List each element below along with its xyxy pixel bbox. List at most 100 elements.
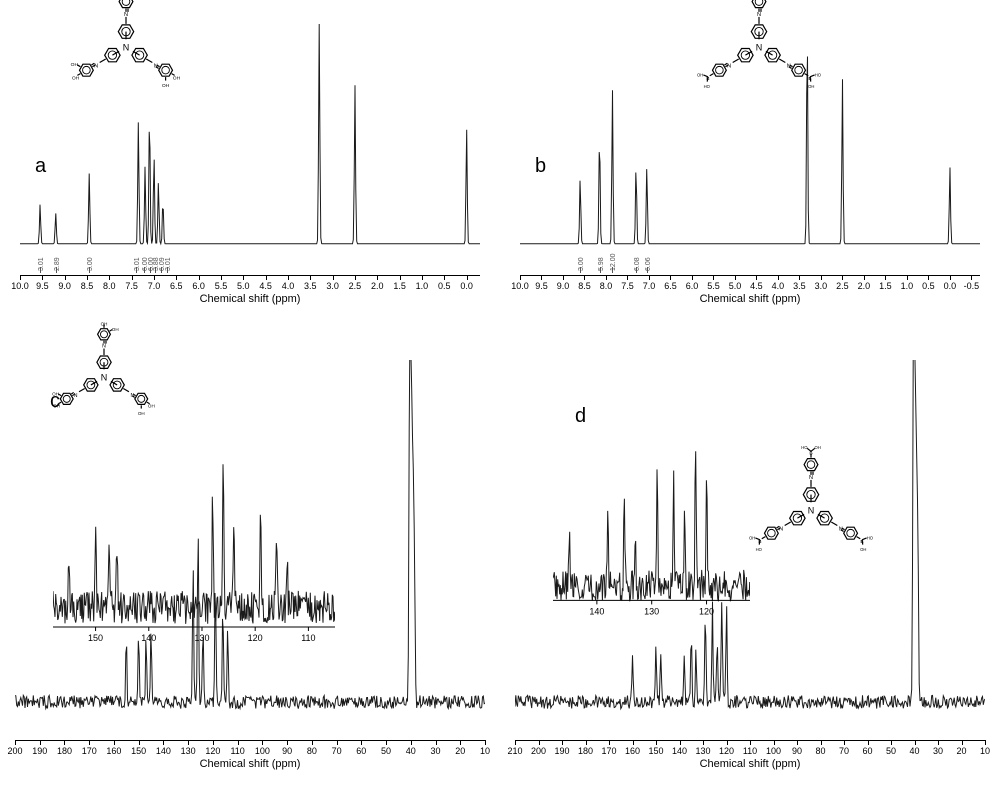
x-tick <box>114 740 115 745</box>
x-tick <box>238 740 239 745</box>
inset-plot: 150140130120110 <box>53 436 335 645</box>
x-tick-label: 8.0 <box>594 281 618 291</box>
x-tick-label: 0.0 <box>455 281 479 291</box>
x-tick-label: 1.0 <box>895 281 919 291</box>
x-tick <box>65 275 66 280</box>
x-tick-label: 0.0 <box>938 281 962 291</box>
svg-text:120: 120 <box>247 633 262 643</box>
x-tick <box>656 740 657 745</box>
x-tick <box>243 275 244 280</box>
x-tick <box>361 740 362 745</box>
x-axis-line <box>20 275 480 276</box>
x-tick-label: 100 <box>250 746 274 756</box>
x-tick <box>891 740 892 745</box>
x-axis-title: Chemical shift (ppm) <box>170 293 330 305</box>
integration-tick <box>600 267 601 273</box>
x-tick <box>15 740 16 745</box>
svg-text:140: 140 <box>589 606 604 616</box>
x-tick-label: 210 <box>503 746 527 756</box>
x-tick-label: 2.5 <box>830 281 854 291</box>
x-tick <box>89 740 90 745</box>
svg-text:OH: OH <box>815 446 821 451</box>
integration-tick <box>150 267 151 273</box>
x-tick-label: 70 <box>325 746 349 756</box>
x-tick-label: -0.5 <box>959 281 983 291</box>
integration-tick <box>144 267 145 273</box>
integration-tick <box>636 267 637 273</box>
x-tick-label: 140 <box>151 746 175 756</box>
x-tick <box>64 740 65 745</box>
x-tick-label: 5.5 <box>701 281 725 291</box>
x-tick-label: 7.5 <box>615 281 639 291</box>
x-tick-label: 10 <box>473 746 497 756</box>
svg-text:HO: HO <box>867 536 874 541</box>
x-tick-label: 8.0 <box>97 281 121 291</box>
x-tick <box>310 275 311 280</box>
x-tick <box>460 740 461 745</box>
x-tick <box>520 275 521 280</box>
x-tick <box>40 740 41 745</box>
x-tick-label: 170 <box>77 746 101 756</box>
x-tick <box>713 275 714 280</box>
x-tick <box>444 275 445 280</box>
x-tick-label: 4.0 <box>276 281 300 291</box>
svg-text:130: 130 <box>194 633 209 643</box>
x-tick <box>562 740 563 745</box>
x-tick <box>842 275 843 280</box>
x-tick <box>312 740 313 745</box>
x-tick-label: 6.0 <box>187 281 211 291</box>
x-tick <box>962 740 963 745</box>
molecule-diagram: N N OHOHN OHOHN OHOH <box>56 0 196 109</box>
svg-text:OH: OH <box>749 536 755 541</box>
x-tick <box>692 275 693 280</box>
x-tick-label: 120 <box>201 746 225 756</box>
integration-tick <box>612 267 613 273</box>
svg-text:130: 130 <box>644 606 659 616</box>
x-tick <box>199 275 200 280</box>
panel-letter: a <box>35 155 46 178</box>
svg-text:120: 120 <box>699 606 714 616</box>
x-tick-label: 90 <box>785 746 809 756</box>
svg-text:OH: OH <box>148 404 155 409</box>
x-tick <box>467 275 468 280</box>
x-tick <box>109 275 110 280</box>
x-tick <box>563 275 564 280</box>
x-tick <box>627 275 628 280</box>
integration-tick <box>136 267 137 273</box>
x-tick-label: 200 <box>527 746 551 756</box>
x-tick <box>485 740 486 745</box>
x-tick <box>928 275 929 280</box>
x-tick <box>633 740 634 745</box>
x-tick <box>287 740 288 745</box>
x-tick-label: 2.5 <box>343 281 367 291</box>
x-tick-label: 110 <box>226 746 250 756</box>
svg-text:OH: OH <box>860 547 866 552</box>
svg-text:N: N <box>727 64 731 70</box>
x-tick-label: 3.5 <box>298 281 322 291</box>
x-tick-label: 90 <box>275 746 299 756</box>
x-tick-label: 1.5 <box>388 281 412 291</box>
x-tick-label: 70 <box>832 746 856 756</box>
x-tick-label: 8.5 <box>75 281 99 291</box>
x-tick <box>778 275 779 280</box>
molecule-diagram: N N BOHHON BOHHON BOHHO <box>741 441 881 572</box>
x-tick-label: 60 <box>856 746 880 756</box>
x-tick-label: 6.0 <box>680 281 704 291</box>
molecule-diagram: N N BOHHON BOHHON BOHHO <box>689 0 829 109</box>
svg-text:OH: OH <box>54 404 61 409</box>
x-tick-label: 6.5 <box>164 281 188 291</box>
x-axis-line <box>15 740 485 741</box>
x-tick-label: 130 <box>691 746 715 756</box>
inset-plot: 140 130 120 <box>553 436 750 618</box>
x-tick <box>727 740 728 745</box>
x-tick-label: 80 <box>300 746 324 756</box>
x-tick-label: 3.0 <box>809 281 833 291</box>
x-tick-label: 110 <box>738 746 762 756</box>
x-tick <box>938 740 939 745</box>
x-tick <box>915 740 916 745</box>
x-tick <box>422 275 423 280</box>
x-tick-label: 140 <box>668 746 692 756</box>
x-tick <box>221 275 222 280</box>
molecule-diagram: N N OHOHN OHOHN OHOH <box>39 313 169 435</box>
x-tick-label: 5.0 <box>231 281 255 291</box>
